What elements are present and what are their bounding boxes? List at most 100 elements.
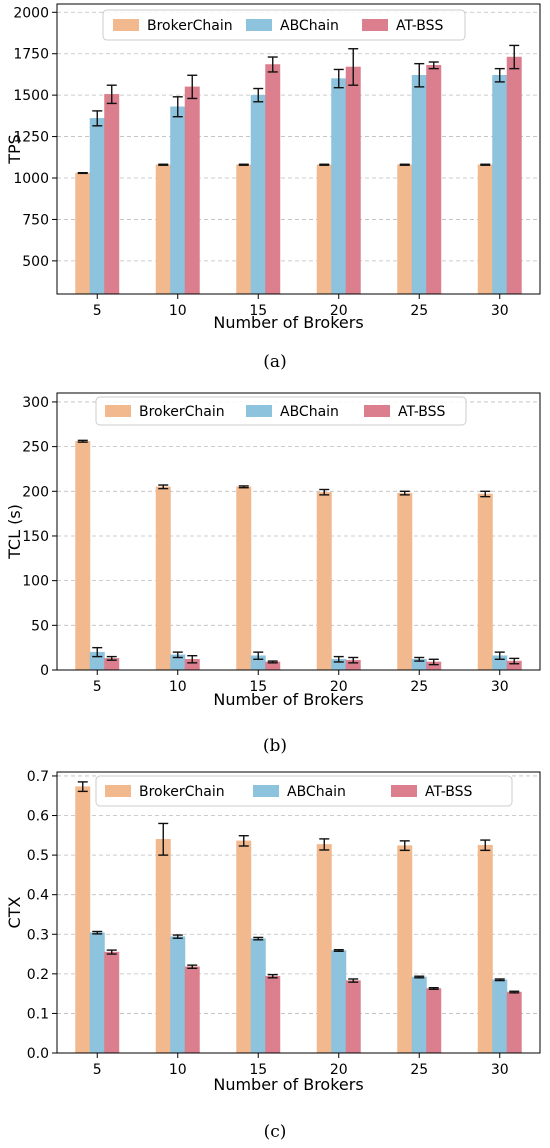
bar — [426, 988, 442, 1054]
x-tick-label: 30 — [491, 679, 509, 695]
bar — [104, 94, 120, 295]
bar — [170, 936, 186, 1054]
series-at-bss — [104, 949, 522, 1054]
bar — [506, 56, 522, 295]
bar — [236, 486, 252, 671]
x-tick-label: 10 — [169, 303, 187, 319]
x-axis-label: Number of Brokers — [213, 1075, 363, 1094]
caption-a: (a) — [263, 352, 287, 372]
x-axis-label: Number of Brokers — [213, 313, 363, 332]
bar — [397, 845, 413, 1054]
x-tick-label: 25 — [410, 679, 428, 695]
legend-swatch — [105, 405, 131, 417]
x-tick-label: 25 — [410, 1062, 428, 1078]
x-tick-label: 15 — [249, 1062, 267, 1078]
legend-swatch — [105, 785, 131, 797]
y-tick-label: 100 — [22, 574, 49, 590]
y-tick-label: 250 — [22, 440, 49, 456]
y-tick-label: 150 — [22, 529, 49, 545]
y-tick-label: 0.4 — [27, 888, 49, 904]
legend-label: AT-BSS — [396, 18, 444, 34]
x-tick-label: 30 — [491, 1062, 509, 1078]
bar — [184, 966, 200, 1054]
y-tick-label: 1250 — [13, 130, 49, 146]
y-tick-label: 0.0 — [27, 1046, 49, 1062]
y-tick-label: 0.1 — [27, 1006, 49, 1022]
x-axis-label: Number of Brokers — [213, 690, 363, 709]
bar — [411, 75, 427, 295]
legend-swatch — [391, 785, 417, 797]
bar — [104, 951, 120, 1054]
series-brokerchain — [75, 163, 493, 295]
bar — [331, 950, 347, 1054]
grid-lines — [57, 401, 540, 671]
x-tick-label: 15 — [249, 303, 267, 319]
legend-label: ABChain — [287, 784, 346, 800]
bar — [426, 65, 442, 295]
series-abchain — [89, 930, 508, 1054]
x-tick-label: 20 — [330, 679, 348, 695]
y-tick-label: 0.2 — [27, 967, 49, 983]
bar — [477, 844, 493, 1054]
x-tick-label: 5 — [93, 303, 102, 319]
bar — [506, 991, 522, 1054]
x-tick-label: 20 — [330, 1062, 348, 1078]
x-tick-label: 5 — [93, 1062, 102, 1078]
y-tick-label: 1500 — [13, 88, 49, 104]
legend: BrokerChain ABChain AT-BSS — [95, 396, 467, 426]
legend-swatch — [113, 19, 139, 31]
legend-label: BrokerChain — [139, 784, 225, 800]
y-tick-label: 500 — [22, 254, 49, 270]
legend-box — [102, 9, 466, 41]
series-at-bss — [104, 44, 522, 295]
legend-label: AT-BSS — [398, 404, 446, 420]
bar — [492, 75, 508, 295]
bar — [75, 441, 91, 671]
bar — [316, 844, 332, 1054]
caption-c: (c) — [263, 1122, 287, 1142]
bar — [411, 976, 427, 1054]
legend-swatch — [253, 785, 279, 797]
legend-box — [95, 775, 513, 807]
x-tick-label: 10 — [169, 1062, 187, 1078]
x-tick-label: 25 — [410, 303, 428, 319]
y-tick-label: 0.5 — [27, 848, 49, 864]
legend-box — [95, 396, 467, 426]
bar — [155, 164, 171, 295]
y-tick-label: 200 — [22, 484, 49, 500]
y-tick-label: 0.6 — [27, 809, 49, 825]
plot-frame — [56, 771, 541, 1054]
series-abchain — [89, 62, 508, 295]
y-tick-label: 50 — [31, 618, 49, 634]
legend: BrokerChain ABChain AT-BSS — [102, 9, 466, 41]
y-tick-label: 0 — [40, 663, 49, 679]
x-tick-label: 10 — [169, 679, 187, 695]
bar — [89, 932, 105, 1054]
y-tick-label: 0.7 — [27, 769, 49, 785]
legend-label: ABChain — [280, 18, 339, 34]
legend: BrokerChain ABChain AT-BSS — [95, 775, 513, 807]
legend-swatch — [364, 405, 390, 417]
y-axis-label: TCL (s) — [5, 504, 24, 560]
plot-frame — [56, 392, 541, 671]
bar — [316, 491, 332, 671]
y-tick-label: 750 — [22, 212, 49, 228]
ctx-chart: 0.0 0.1 0.2 0.3 0.4 0.5 0.6 0.7 5 10 15 20 25 30 Numbe… — [5, 769, 541, 1094]
bar — [155, 839, 171, 1054]
legend-label: ABChain — [280, 404, 339, 420]
bar — [170, 106, 186, 295]
grid-lines — [57, 775, 540, 1054]
bar — [250, 94, 266, 295]
legend-label: AT-BSS — [425, 784, 473, 800]
bar — [492, 979, 508, 1054]
bar — [265, 64, 281, 295]
y-axis-label: TPS — [5, 134, 24, 165]
x-tick-label: 15 — [249, 679, 267, 695]
bar — [155, 486, 171, 671]
bar — [477, 164, 493, 295]
bar — [345, 66, 361, 295]
bar — [331, 78, 347, 295]
y-tick-label: 1000 — [13, 171, 49, 187]
bar — [75, 786, 91, 1054]
bar — [397, 164, 413, 295]
